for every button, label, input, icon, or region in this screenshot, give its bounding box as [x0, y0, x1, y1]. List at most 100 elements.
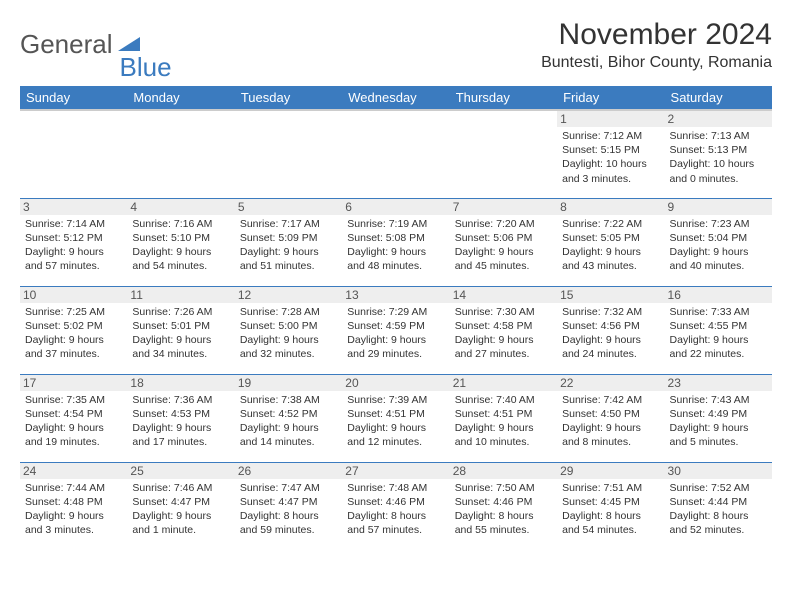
- daylight-text: Daylight: 10 hours and 3 minutes.: [562, 157, 659, 185]
- daylight-text: Daylight: 9 hours and 8 minutes.: [562, 421, 659, 449]
- sunset-text: Sunset: 4:49 PM: [670, 407, 767, 421]
- sunset-text: Sunset: 4:45 PM: [562, 495, 659, 509]
- dayheader-sat: Saturday: [665, 86, 772, 110]
- sunset-text: Sunset: 4:48 PM: [25, 495, 122, 509]
- sunset-text: Sunset: 4:53 PM: [132, 407, 229, 421]
- dayheader-mon: Monday: [127, 86, 234, 110]
- day-details: Sunrise: 7:35 AMSunset: 4:54 PMDaylight:…: [25, 393, 122, 450]
- day-number: 28: [450, 463, 557, 479]
- sunset-text: Sunset: 4:55 PM: [670, 319, 767, 333]
- sunset-text: Sunset: 4:46 PM: [455, 495, 552, 509]
- calendar-day-cell: 20Sunrise: 7:39 AMSunset: 4:51 PMDayligh…: [342, 374, 449, 462]
- day-details: Sunrise: 7:19 AMSunset: 5:08 PMDaylight:…: [347, 217, 444, 274]
- day-details: Sunrise: 7:16 AMSunset: 5:10 PMDaylight:…: [132, 217, 229, 274]
- sunrise-text: Sunrise: 7:44 AM: [25, 481, 122, 495]
- day-number: 21: [450, 375, 557, 391]
- daylight-text: Daylight: 9 hours and 5 minutes.: [670, 421, 767, 449]
- day-number: 23: [665, 375, 772, 391]
- sunrise-text: Sunrise: 7:51 AM: [562, 481, 659, 495]
- daylight-text: Daylight: 9 hours and 17 minutes.: [132, 421, 229, 449]
- day-number: 18: [127, 375, 234, 391]
- sunset-text: Sunset: 4:58 PM: [455, 319, 552, 333]
- day-details: Sunrise: 7:39 AMSunset: 4:51 PMDaylight:…: [347, 393, 444, 450]
- calendar-day-cell: 12Sunrise: 7:28 AMSunset: 5:00 PMDayligh…: [235, 286, 342, 374]
- daylight-text: Daylight: 9 hours and 51 minutes.: [240, 245, 337, 273]
- sunrise-text: Sunrise: 7:36 AM: [132, 393, 229, 407]
- sunset-text: Sunset: 5:10 PM: [132, 231, 229, 245]
- sunrise-text: Sunrise: 7:28 AM: [240, 305, 337, 319]
- day-details: Sunrise: 7:50 AMSunset: 4:46 PMDaylight:…: [455, 481, 552, 538]
- day-details: Sunrise: 7:23 AMSunset: 5:04 PMDaylight:…: [670, 217, 767, 274]
- day-number: 22: [557, 375, 664, 391]
- day-number: 7: [450, 199, 557, 215]
- calendar-day-cell: 22Sunrise: 7:42 AMSunset: 4:50 PMDayligh…: [557, 374, 664, 462]
- sunrise-text: Sunrise: 7:35 AM: [25, 393, 122, 407]
- daylight-text: Daylight: 9 hours and 22 minutes.: [670, 333, 767, 361]
- day-details: Sunrise: 7:17 AMSunset: 5:09 PMDaylight:…: [240, 217, 337, 274]
- daylight-text: Daylight: 9 hours and 24 minutes.: [562, 333, 659, 361]
- day-number: 8: [557, 199, 664, 215]
- calendar-week-row: 24Sunrise: 7:44 AMSunset: 4:48 PMDayligh…: [20, 462, 772, 550]
- daylight-text: Daylight: 9 hours and 48 minutes.: [347, 245, 444, 273]
- daylight-text: Daylight: 9 hours and 29 minutes.: [347, 333, 444, 361]
- sunset-text: Sunset: 5:01 PM: [132, 319, 229, 333]
- daylight-text: Daylight: 9 hours and 1 minute.: [132, 509, 229, 537]
- day-number: 29: [557, 463, 664, 479]
- sunset-text: Sunset: 5:13 PM: [670, 143, 767, 157]
- sunset-text: Sunset: 4:51 PM: [347, 407, 444, 421]
- sunset-text: Sunset: 4:56 PM: [562, 319, 659, 333]
- sunset-text: Sunset: 4:50 PM: [562, 407, 659, 421]
- daylight-text: Daylight: 9 hours and 43 minutes.: [562, 245, 659, 273]
- calendar-day-cell: 18 Sunrise: 7:36 AMSunset: 4:53 PMDayligh…: [127, 374, 234, 462]
- calendar-week-row: 10Sunrise: 7:25 AMSunset: 5:02 PMDayligh…: [20, 286, 772, 374]
- sunset-text: Sunset: 4:52 PM: [240, 407, 337, 421]
- calendar-day-cell: 11Sunrise: 7:26 AMSunset: 5:01 PMDayligh…: [127, 286, 234, 374]
- sunset-text: Sunset: 5:15 PM: [562, 143, 659, 157]
- day-number: 4: [127, 199, 234, 215]
- calendar-day-cell: 26Sunrise: 7:47 AMSunset: 4:47 PMDayligh…: [235, 462, 342, 550]
- sunrise-text: Sunrise: 7:25 AM: [25, 305, 122, 319]
- location-text: Buntesti, Bihor County, Romania: [541, 54, 772, 72]
- dayheader-wed: Wednesday: [342, 86, 449, 110]
- sunrise-text: Sunrise: 7:12 AM: [562, 129, 659, 143]
- calendar-day-cell: 29 Sunrise: 7:51 AMSunset: 4:45 PMDayligh…: [557, 462, 664, 550]
- page-header: General Blue November 2024 Buntesti, Bih…: [20, 18, 772, 72]
- day-details: Sunrise: 7:51 AMSunset: 4:45 PMDaylight:…: [562, 481, 659, 538]
- day-details: Sunrise: 7:44 AMSunset: 4:48 PMDaylight:…: [25, 481, 122, 538]
- day-details: Sunrise: 7:29 AMSunset: 4:59 PMDaylight:…: [347, 305, 444, 362]
- sunrise-text: Sunrise: 7:33 AM: [670, 305, 767, 319]
- daylight-text: Daylight: 8 hours and 57 minutes.: [347, 509, 444, 537]
- calendar-day-cell: 3Sunrise: 7:14 AMSunset: 5:12 PMDaylight…: [20, 198, 127, 286]
- daylight-text: Daylight: 9 hours and 54 minutes.: [132, 245, 229, 273]
- calendar-day-cell: 25Sunrise: 7:46 AMSunset: 4:47 PMDayligh…: [127, 462, 234, 550]
- sunrise-text: Sunrise: 7:50 AM: [455, 481, 552, 495]
- calendar-day-cell: 23Sunrise: 7:43 AMSunset: 4:49 PMDayligh…: [665, 374, 772, 462]
- calendar-day-cell: [20, 110, 127, 198]
- day-details: Sunrise: 7:26 AMSunset: 5:01 PMDaylight:…: [132, 305, 229, 362]
- calendar-table: Sunday Monday Tuesday Wednesday Thursday…: [20, 86, 772, 550]
- day-details: Sunrise: 7:48 AMSunset: 4:46 PMDaylight:…: [347, 481, 444, 538]
- sunset-text: Sunset: 5:06 PM: [455, 231, 552, 245]
- day-details: Sunrise: 7:25 AMSunset: 5:02 PMDaylight:…: [25, 305, 122, 362]
- sunrise-text: Sunrise: 7:20 AM: [455, 217, 552, 231]
- sunrise-text: Sunrise: 7:14 AM: [25, 217, 122, 231]
- day-number: 24: [20, 463, 127, 479]
- daylight-text: Daylight: 10 hours and 0 minutes.: [670, 157, 767, 185]
- sunset-text: Sunset: 4:47 PM: [240, 495, 337, 509]
- calendar-week-row: 3Sunrise: 7:14 AMSunset: 5:12 PMDaylight…: [20, 198, 772, 286]
- daylight-text: Daylight: 8 hours and 52 minutes.: [670, 509, 767, 537]
- calendar-day-cell: 17Sunrise: 7:35 AMSunset: 4:54 PMDayligh…: [20, 374, 127, 462]
- daylight-text: Daylight: 9 hours and 32 minutes.: [240, 333, 337, 361]
- sunset-text: Sunset: 5:02 PM: [25, 319, 122, 333]
- logo: General Blue: [20, 18, 172, 71]
- calendar-day-cell: 21Sunrise: 7:40 AMSunset: 4:51 PMDayligh…: [450, 374, 557, 462]
- sunrise-text: Sunrise: 7:19 AM: [347, 217, 444, 231]
- calendar-day-cell: 24 Sunrise: 7:44 AMSunset: 4:48 PMDayligh…: [20, 462, 127, 550]
- calendar-day-cell: 8Sunrise: 7:22 AMSunset: 5:05 PMDaylight…: [557, 198, 664, 286]
- calendar-day-cell: 2Sunrise: 7:13 AMSunset: 5:13 PMDaylight…: [665, 110, 772, 198]
- day-details: Sunrise: 7:28 AMSunset: 5:00 PMDaylight:…: [240, 305, 337, 362]
- day-number: 30: [665, 463, 772, 479]
- sunset-text: Sunset: 5:05 PM: [562, 231, 659, 245]
- daylight-text: Daylight: 9 hours and 45 minutes.: [455, 245, 552, 273]
- day-number: 26: [235, 463, 342, 479]
